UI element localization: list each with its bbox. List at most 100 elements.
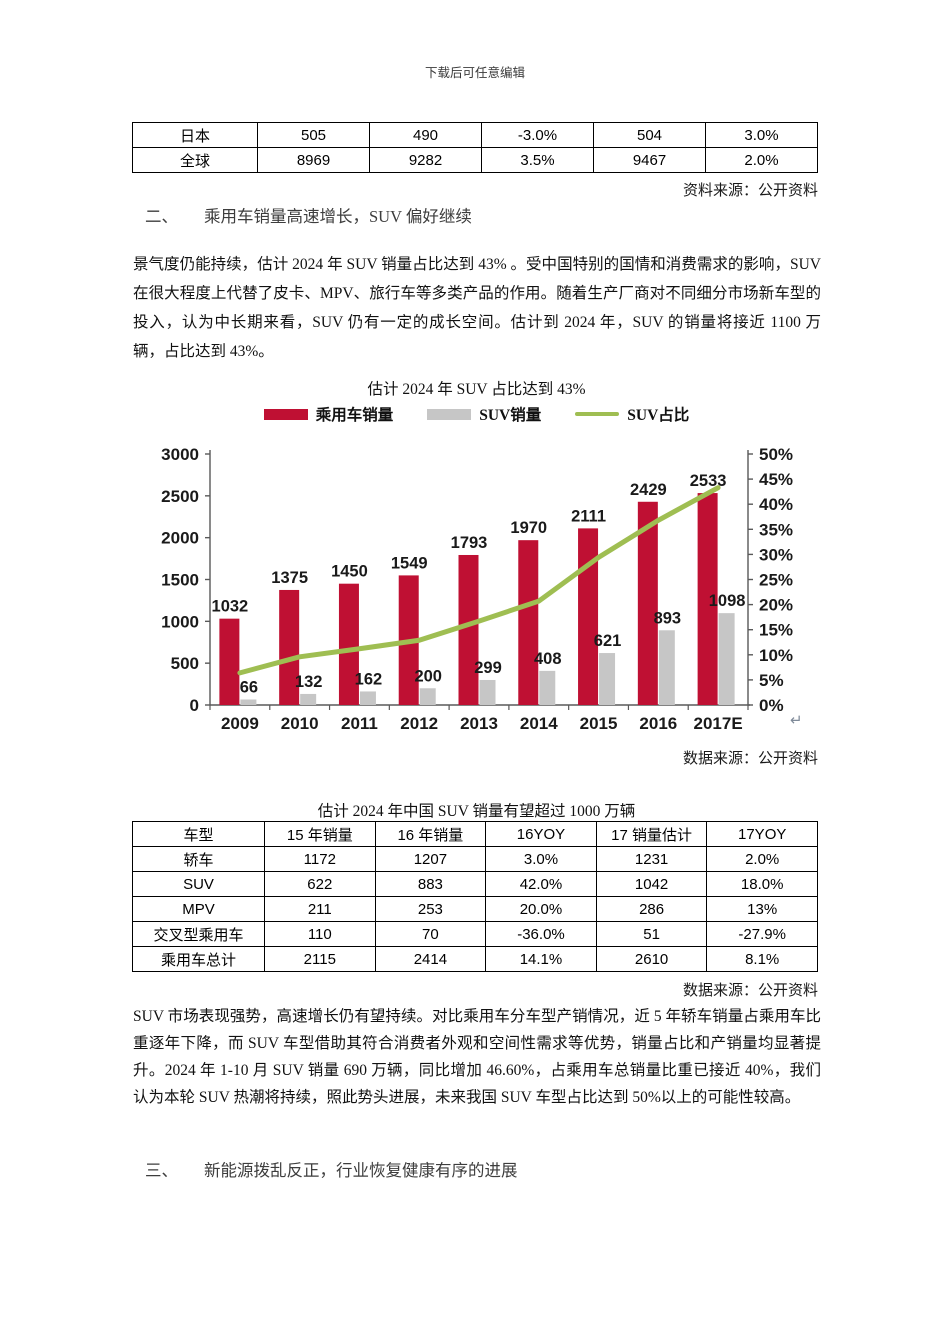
- bar-SUV销量: [300, 693, 317, 705]
- table-row: 日本 505 490 -3.0% 504 3.0%: [132, 122, 818, 148]
- suv-table-title: 估计 2024 年中国 SUV 销量有望超过 1000 万辆: [317, 803, 636, 820]
- bar-乘用车销量: [697, 493, 718, 705]
- bar-乘用车销量: [338, 583, 359, 705]
- data-source-note: 数据来源：公开资料: [682, 983, 818, 999]
- y-axis-tick-label: 3000: [161, 445, 199, 464]
- bar-value-label: 1098: [709, 592, 746, 610]
- section-heading-3: 三、 新能源拨乱反正，行业恢复健康有序的进展: [145, 1157, 518, 1181]
- bar-value-label: 1793: [451, 534, 488, 552]
- table-cell: 16 年销量: [374, 821, 487, 847]
- y2-axis-tick-label: 5%: [759, 671, 784, 690]
- legend-label: SUV销量: [479, 407, 542, 424]
- table-cell: 乘用车总计: [132, 946, 265, 972]
- bar-SUV销量: [359, 691, 376, 705]
- bar-乘用车销量: [637, 501, 658, 705]
- bar-value-label: 299: [474, 659, 502, 677]
- bar-value-label: 162: [355, 670, 383, 688]
- legend-item: 乘用车销量: [263, 403, 394, 425]
- summary-table: 日本 505 490 -3.0% 504 3.0% 全球 8969 9282 3.5% 9467 2.…: [132, 122, 818, 173]
- bar-乘用车销量: [219, 618, 240, 705]
- section-number: 二、: [145, 207, 178, 226]
- legend-item: SUV占比: [575, 403, 689, 425]
- chart-title: 估计 2024 年 SUV 占比达到 43%: [367, 381, 586, 398]
- bar-乘用车销量: [458, 554, 479, 705]
- table-row: 全球 8969 9282 3.5% 9467 2.0%: [132, 147, 818, 173]
- bar-value-label: 2533: [690, 472, 727, 490]
- table-cell: 2115: [264, 946, 376, 972]
- legend-label: 乘用车销量: [315, 407, 394, 424]
- bar-value-label: 200: [414, 667, 442, 685]
- table-row: 乘用车总计 2115 2414 14.1% 2610 8.1%: [132, 946, 818, 972]
- table-cell: 1042: [595, 871, 708, 897]
- source-note: 资料来源：公开资料: [682, 183, 818, 199]
- trend-line-SUV占比: [237, 485, 721, 676]
- table-cell: 504: [593, 122, 706, 148]
- bar-value-label: 2429: [630, 481, 667, 499]
- table-cell: 18.0%: [706, 871, 818, 897]
- table-cell: 日本: [132, 122, 258, 148]
- bar-value-label: 621: [594, 632, 622, 650]
- bar-value-label: 1032: [212, 598, 249, 616]
- y2-axis-tick-label: 35%: [759, 520, 793, 539]
- bar-SUV销量: [599, 653, 616, 705]
- x-axis-label: 2016: [639, 714, 677, 733]
- bar-SUV销量: [240, 699, 257, 705]
- table-cell: SUV: [132, 871, 265, 897]
- bar-value-label: 1375: [271, 569, 308, 587]
- table-cell: 490: [369, 122, 482, 148]
- table-cell: 622: [264, 871, 376, 897]
- table-cell: 883: [374, 871, 487, 897]
- sales-chart: 0 500 1000 1500 2000 2500 3000 0% 5% 10% 15% 20% 25%…: [161, 445, 793, 733]
- return-mark-icon: ↵: [790, 711, 803, 729]
- table-cell: 全球: [132, 147, 258, 173]
- y-axis-tick-label: 500: [171, 654, 199, 673]
- body-paragraph: 景气度仍能持续，估计 2024 年 SUV 销量占比达到 43% 。受中国特别的…: [133, 256, 821, 360]
- table-cell: 51: [595, 921, 708, 947]
- table-cell: 8969: [257, 147, 370, 173]
- y2-axis-tick-label: 30%: [759, 545, 793, 564]
- suv-table-body: 车型 15 年销量 16 年销量 16YOY 17 销量估计 17YOY 轿车 1172 120…: [132, 821, 818, 972]
- chart-legend: 乘用车销量 SUV销量 SUV占比: [133, 403, 820, 425]
- x-axis-label: 2012: [400, 714, 438, 733]
- x-axis-label: 2013: [460, 714, 498, 733]
- bar-value-label: 893: [654, 609, 682, 627]
- table-cell: 13%: [706, 896, 818, 922]
- bar-value-label: 408: [534, 650, 562, 668]
- data-source-note: 数据来源：公开资料: [682, 751, 818, 767]
- x-axis-label: 2010: [281, 714, 319, 733]
- section-title: 乘用车销量高速增长，SUV 偏好继续: [204, 207, 472, 226]
- y-axis-tick-label: 2500: [161, 487, 199, 506]
- legend-item: SUV销量: [427, 403, 541, 425]
- table-cell: 15 年销量: [264, 821, 376, 847]
- table-cell: 2610: [595, 946, 708, 972]
- table-cell: 110: [264, 921, 376, 947]
- body-paragraph: SUV 市场表现强势，高速增长仍有望持续。对比乘用车分车型产销情况，近 5 年轿…: [133, 1008, 821, 1106]
- bar-SUV销量: [718, 613, 735, 705]
- x-axis-label: 2015: [580, 714, 618, 733]
- table-cell: 9282: [369, 147, 482, 173]
- y-axis-tick-label: 1500: [161, 571, 199, 590]
- bar-value-label: 1549: [391, 554, 428, 572]
- legend-bar-swatch: [427, 408, 472, 420]
- bar-value-label: 1450: [331, 563, 368, 581]
- table-cell: 9467: [593, 147, 706, 173]
- table-cell: 交叉型乘用车: [132, 921, 265, 947]
- bar-SUV销量: [419, 688, 436, 705]
- table-cell: 286: [595, 896, 708, 922]
- bar-value-label: 1970: [510, 519, 547, 537]
- table-cell: 20.0%: [485, 896, 597, 922]
- table-cell: 1172: [264, 846, 376, 872]
- bar-乘用车销量: [279, 589, 300, 705]
- y2-axis-tick-label: 15%: [759, 621, 793, 640]
- table-row: SUV 622 883 42.0% 1042 18.0%: [132, 871, 818, 897]
- bar-SUV销量: [658, 630, 675, 705]
- table-cell: 14.1%: [485, 946, 597, 972]
- bar-乘用车销量: [578, 528, 599, 705]
- table-row: 交叉型乘用车 110 70 -36.0% 51 -27.9%: [132, 921, 818, 947]
- table-cell: -27.9%: [706, 921, 818, 947]
- table-cell: 2414: [374, 946, 487, 972]
- y-axis-tick-label: 2000: [161, 529, 199, 548]
- summary-table-body: 日本 505 490 -3.0% 504 3.0% 全球 8969 9282 3.5% 9467 2.…: [132, 122, 818, 173]
- y2-axis-tick-label: 50%: [759, 445, 793, 464]
- table-cell: 3.0%: [485, 846, 597, 872]
